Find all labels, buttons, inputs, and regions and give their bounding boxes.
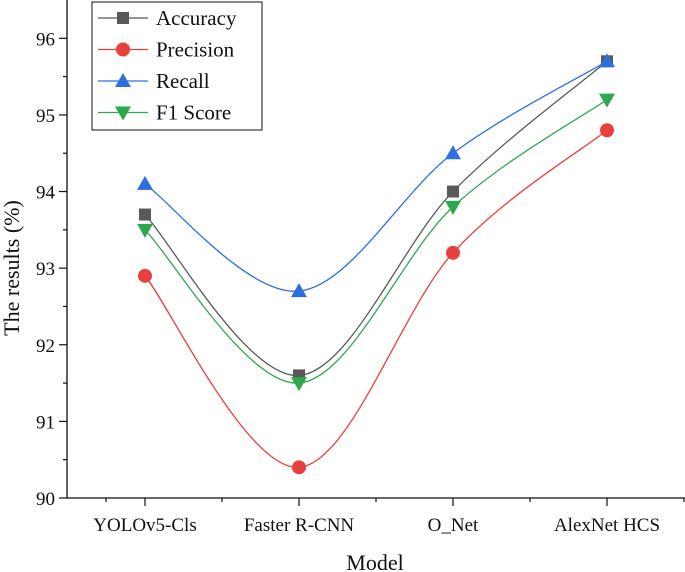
y-tick-label: 93 — [36, 259, 55, 280]
f1-score-point — [291, 377, 307, 392]
recall-point — [137, 175, 153, 190]
accuracy-line — [144, 60, 608, 377]
x-tick-label: Faster R-CNN — [244, 515, 355, 536]
legend: Accuracy Precision Recall F1 Score — [91, 1, 263, 131]
y-tick-label: 91 — [36, 412, 55, 433]
legend-marker-f1-score — [115, 106, 131, 121]
accuracy-point — [447, 185, 459, 198]
precision-point — [600, 123, 614, 138]
x-tick-label: AlexNet HCS — [554, 515, 660, 536]
recall-point — [291, 283, 307, 298]
recall-line — [144, 60, 608, 292]
series-markers — [137, 53, 615, 475]
y-tick-label: 90 — [36, 489, 55, 510]
legend-marker-accuracy — [117, 12, 129, 24]
precision-line — [144, 129, 608, 469]
x-tick-label: YOLOv5-Cls — [93, 515, 196, 536]
x-axis-title: Model — [346, 550, 403, 572]
x-tick-label: O_Net — [428, 515, 479, 536]
f1-score-point — [137, 223, 153, 238]
y-tick-label: 94 — [36, 183, 56, 204]
precision-point — [292, 460, 306, 475]
recall-point — [445, 145, 461, 160]
legend-marker-precision — [116, 42, 130, 57]
y-tick-label: 96 — [36, 29, 55, 50]
y-tick-label: 92 — [36, 336, 55, 357]
accuracy-point — [139, 208, 151, 221]
recall-point — [599, 53, 615, 68]
f1-score-point — [599, 93, 615, 108]
axes: 90 91 92 93 94 95 96 YOLOv5-Cls Faster R-CNN O_Ne… — [36, 0, 685, 536]
precision-point — [138, 268, 152, 283]
legend-label-precision: Precision — [156, 38, 235, 62]
legend-label-recall: Recall — [156, 69, 210, 93]
f1-score-point — [445, 200, 461, 215]
series-curves — [144, 60, 608, 469]
y-axis-title: The results (%) — [0, 200, 24, 336]
legend-marker-recall — [115, 73, 131, 87]
legend-label-f1-score: F1 Score — [156, 101, 231, 125]
f1-score-line — [144, 99, 608, 384]
precision-point — [446, 245, 460, 260]
y-tick-label: 95 — [36, 106, 55, 127]
legend-label-accuracy: Accuracy — [156, 6, 237, 30]
